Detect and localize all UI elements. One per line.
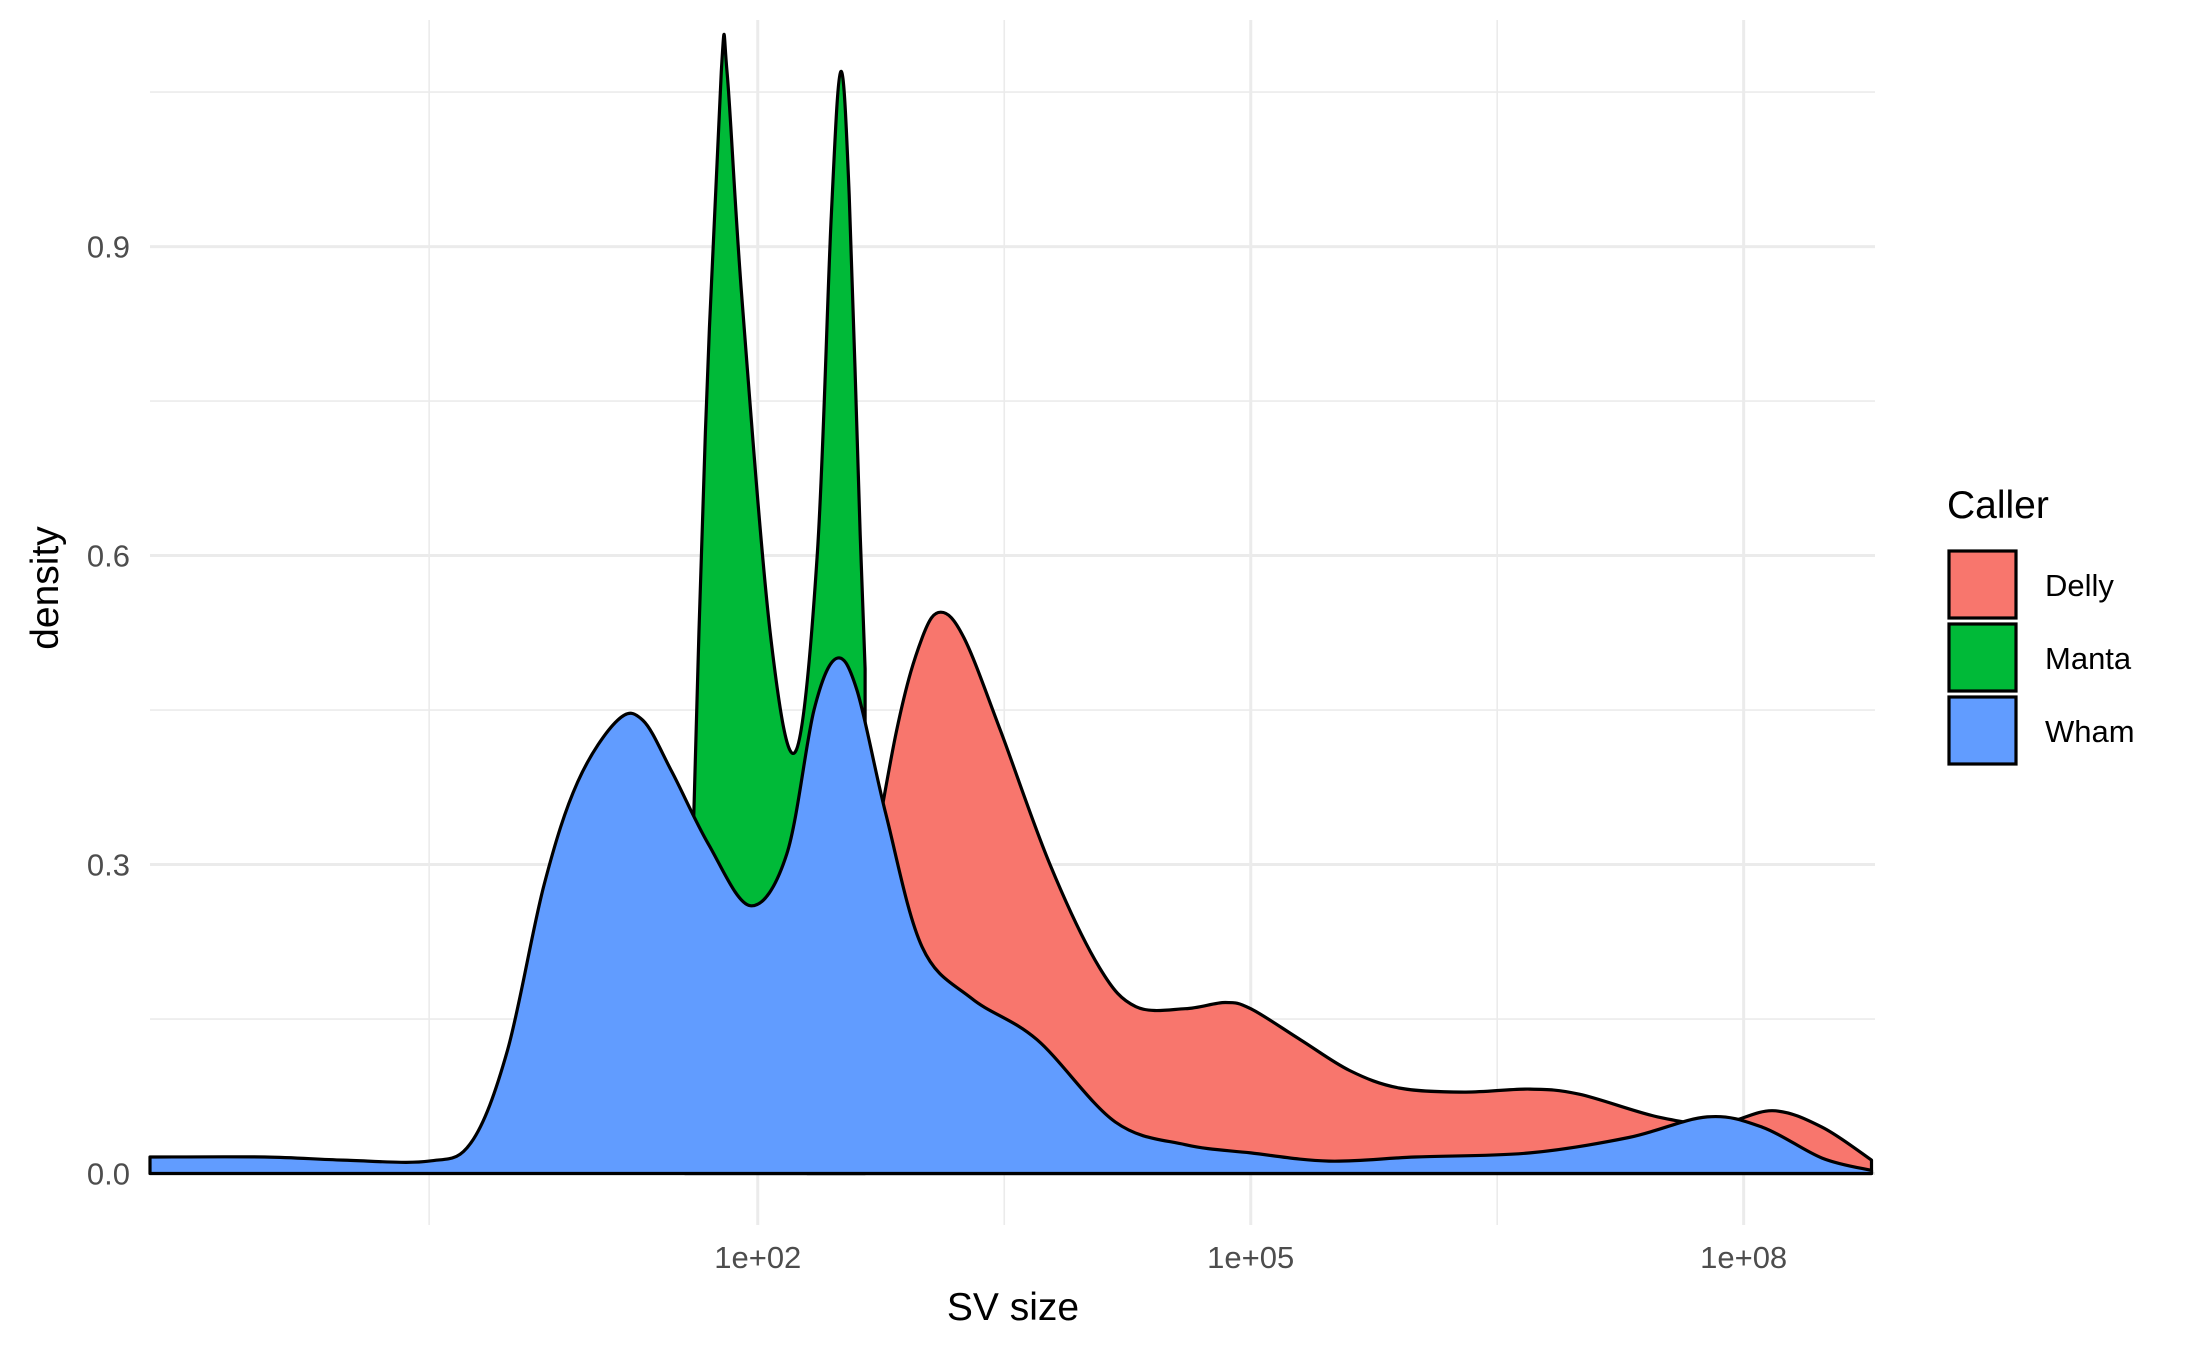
legend-key-wham [1947,695,2018,766]
x-axis-title: SV size [947,1286,1079,1329]
density-area-wham [148,656,1874,1176]
legend-label-manta: Manta [2045,641,2132,676]
legend-label-delly: Delly [2045,568,2114,603]
y-axis-title: density [24,526,67,650]
density-area-delly [805,610,1874,1176]
x-axis: 1e+02 1e+05 1e+08 [714,1240,1787,1275]
x-tick-label: 1e+08 [1700,1240,1787,1275]
x-tick-label: 1e+05 [1207,1240,1294,1275]
legend: Caller Delly Manta Wham [1947,484,2135,766]
legend-key-delly [1947,549,2018,620]
y-tick-label: 0.6 [87,539,130,574]
y-tick-label: 0.3 [87,848,130,883]
density-areas [148,32,1874,1176]
legend-key-manta [1947,622,2018,693]
y-tick-label: 0.9 [87,230,130,265]
x-tick-label: 1e+02 [714,1240,801,1275]
y-tick-label: 0.0 [87,1157,130,1192]
legend-title: Caller [1947,484,2049,527]
legend-label-wham: Wham [2045,714,2135,749]
y-axis: 0.0 0.3 0.6 0.9 [87,230,130,1192]
